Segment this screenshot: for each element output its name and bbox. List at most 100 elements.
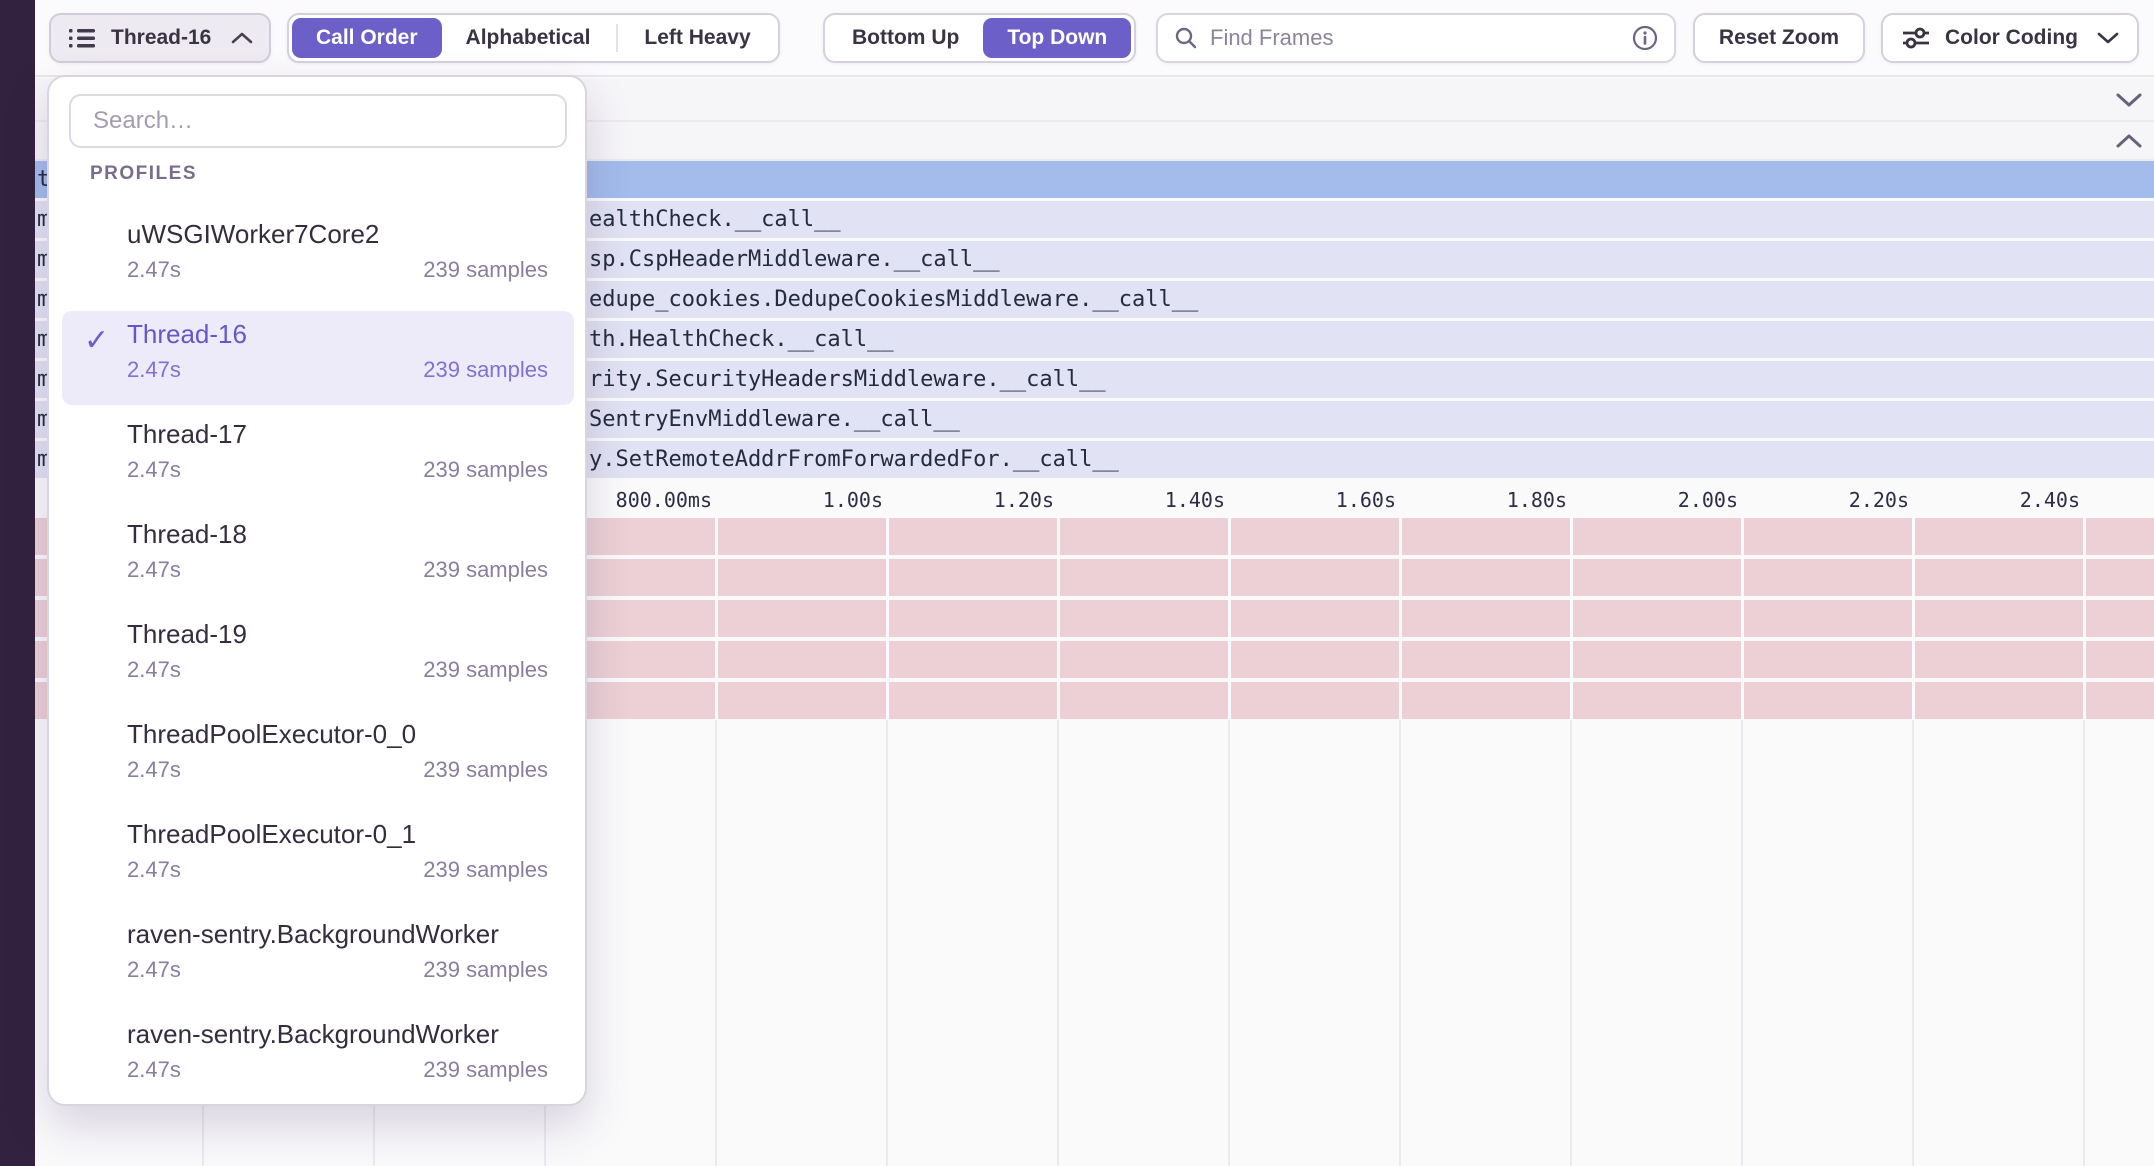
profiles-section-header: PROFILES — [90, 163, 198, 184]
profile-samples: 239 samples — [423, 757, 548, 782]
info-icon[interactable] — [1632, 25, 1658, 51]
profile-name: raven-sentry.BackgroundWorker — [127, 1019, 499, 1049]
profile-item-uwsgiworker7core2[interactable]: uWSGIWorker7Core2 2.47s 239 samples — [62, 211, 574, 305]
frame-label-clipped: m — [37, 207, 51, 232]
frame-label-clipped: m — [37, 247, 51, 272]
axis-tick-label: 1.80s — [1506, 488, 1567, 512]
frame-label: th.HealthCheck.__call__ — [589, 327, 894, 352]
gridline — [886, 518, 889, 720]
dropdown-search-input[interactable] — [91, 106, 545, 136]
chevron-up-icon — [231, 32, 253, 44]
check-icon: ✓ — [84, 324, 110, 357]
frame-label-clipped: m — [37, 327, 51, 352]
sort-mode-segment: Call Order Alphabetical Left Heavy — [287, 13, 780, 63]
profile-duration: 2.47s — [127, 857, 181, 882]
app-sidebar-strip — [0, 0, 35, 1166]
profile-stats: 2.47s 239 samples — [127, 557, 548, 583]
profile-name: uWSGIWorker7Core2 — [127, 219, 380, 249]
find-frames-input[interactable] — [1208, 24, 1632, 52]
direction-option-top-down[interactable]: Top Down — [983, 18, 1132, 58]
axis-tick-label: 1.00s — [822, 488, 883, 512]
reset-zoom-button[interactable]: Reset Zoom — [1693, 13, 1865, 63]
gridline — [1228, 720, 1230, 1166]
frame-label: y.SetRemoteAddrFromForwardedFor.__call__ — [589, 447, 1119, 472]
profile-stats: 2.47s 239 samples — [127, 657, 548, 683]
sort-option-call-order[interactable]: Call Order — [292, 18, 442, 58]
gridline — [715, 518, 718, 720]
gridline — [2083, 720, 2085, 1166]
profile-name: Thread-18 — [127, 519, 247, 549]
gridline — [1570, 518, 1573, 720]
profile-stats: 2.47s 239 samples — [127, 457, 548, 483]
profile-stats: 2.47s 239 samples — [127, 257, 548, 283]
expand-section-button[interactable] — [2116, 91, 2142, 109]
frame-label-clipped: m — [37, 407, 51, 432]
axis-tick-label: 2.40s — [2019, 488, 2080, 512]
gridline — [1399, 518, 1402, 720]
frame-label-clipped: m — [37, 287, 51, 312]
axis-tick-label: 1.20s — [993, 488, 1054, 512]
gridline — [886, 720, 888, 1166]
profile-name: Thread-17 — [127, 419, 247, 449]
profile-item-threadpoolexecutor-0-1[interactable]: ThreadPoolExecutor-0_1 2.47s 239 samples — [62, 811, 574, 905]
frame-label-clipped: m — [37, 447, 51, 472]
gridline — [1228, 518, 1231, 720]
profile-samples: 239 samples — [423, 557, 548, 582]
profile-samples: 239 samples — [423, 657, 548, 682]
list-icon — [69, 29, 95, 48]
profile-stats: 2.47s 239 samples — [127, 857, 548, 883]
profile-samples: 239 samples — [423, 1057, 548, 1082]
divider — [616, 24, 619, 52]
chevron-up-icon — [2116, 134, 2142, 147]
profile-item-thread-19[interactable]: Thread-19 2.47s 239 samples — [62, 611, 574, 705]
profile-name: raven-sentry.BackgroundWorker — [127, 919, 499, 949]
profile-duration: 2.47s — [127, 357, 181, 382]
gridline — [1399, 720, 1401, 1166]
axis-tick-label: 800.00ms — [615, 488, 712, 512]
profile-samples: 239 samples — [423, 357, 548, 382]
frame-label: t — [37, 167, 51, 192]
profile-item-raven-sentry-backgroundworker[interactable]: raven-sentry.BackgroundWorker 2.47s 239 sa… — [62, 1011, 574, 1105]
axis-tick-label: 1.60s — [1335, 488, 1396, 512]
profile-duration: 2.47s — [127, 957, 181, 982]
color-coding-button[interactable]: Color Coding — [1881, 13, 2139, 63]
profile-item-thread-18[interactable]: Thread-18 2.47s 239 samples — [62, 511, 574, 605]
gridline — [715, 720, 717, 1166]
gridline — [1912, 720, 1914, 1166]
profile-item-thread-17[interactable]: Thread-17 2.47s 239 samples — [62, 411, 574, 505]
profile-name: Thread-19 — [127, 619, 247, 649]
profile-name: Thread-16 — [127, 319, 247, 349]
toolbar: Thread-16 Call Order Alphabetical Left H… — [35, 0, 2154, 77]
profile-samples: 239 samples — [423, 957, 548, 982]
sort-option-left-heavy[interactable]: Left Heavy — [644, 26, 751, 49]
profile-duration: 2.47s — [127, 257, 181, 282]
chevron-down-icon — [2097, 32, 2119, 44]
frame-label: SentryEnvMiddleware.__call__ — [589, 407, 960, 432]
frame-label-clipped: m — [37, 367, 51, 392]
gridline — [1570, 720, 1572, 1166]
direction-segment: Bottom Up Top Down — [823, 13, 1137, 63]
search-icon — [1175, 27, 1197, 49]
profile-stats: 2.47s 239 samples — [127, 757, 548, 783]
thread-selector-button[interactable]: Thread-16 — [49, 13, 271, 63]
chevron-down-icon — [2116, 93, 2142, 106]
frame-label: edupe_cookies.DedupeCookiesMiddleware.__… — [589, 287, 1199, 312]
gridline — [1057, 720, 1059, 1166]
profile-item-raven-sentry-backgroundworker[interactable]: raven-sentry.BackgroundWorker 2.47s 239 sa… — [62, 911, 574, 1005]
gridline — [1057, 518, 1060, 720]
profile-stats: 2.47s 239 samples — [127, 957, 548, 983]
thread-dropdown-panel: PROFILES uWSGIWorker7Core2 2.47s 239 sampl… — [47, 75, 587, 1106]
sort-option-alphabetical[interactable]: Alphabetical — [465, 26, 591, 49]
collapse-section-button[interactable] — [2116, 132, 2142, 150]
direction-option-bottom-up[interactable]: Bottom Up — [852, 26, 960, 49]
frame-label: sp.CspHeaderMiddleware.__call__ — [589, 247, 1000, 272]
color-coding-label: Color Coding — [1945, 26, 2078, 49]
profile-item-threadpoolexecutor-0-0[interactable]: ThreadPoolExecutor-0_0 2.47s 239 samples — [62, 711, 574, 805]
profile-duration: 2.47s — [127, 757, 181, 782]
profile-duration: 2.47s — [127, 1057, 181, 1082]
profile-stats: 2.47s 239 samples — [127, 1057, 548, 1083]
profile-item-thread-16[interactable]: ✓ Thread-16 2.47s 239 samples — [62, 311, 574, 405]
gridline — [1741, 720, 1743, 1166]
profile-stats: 2.47s 239 samples — [127, 357, 548, 383]
